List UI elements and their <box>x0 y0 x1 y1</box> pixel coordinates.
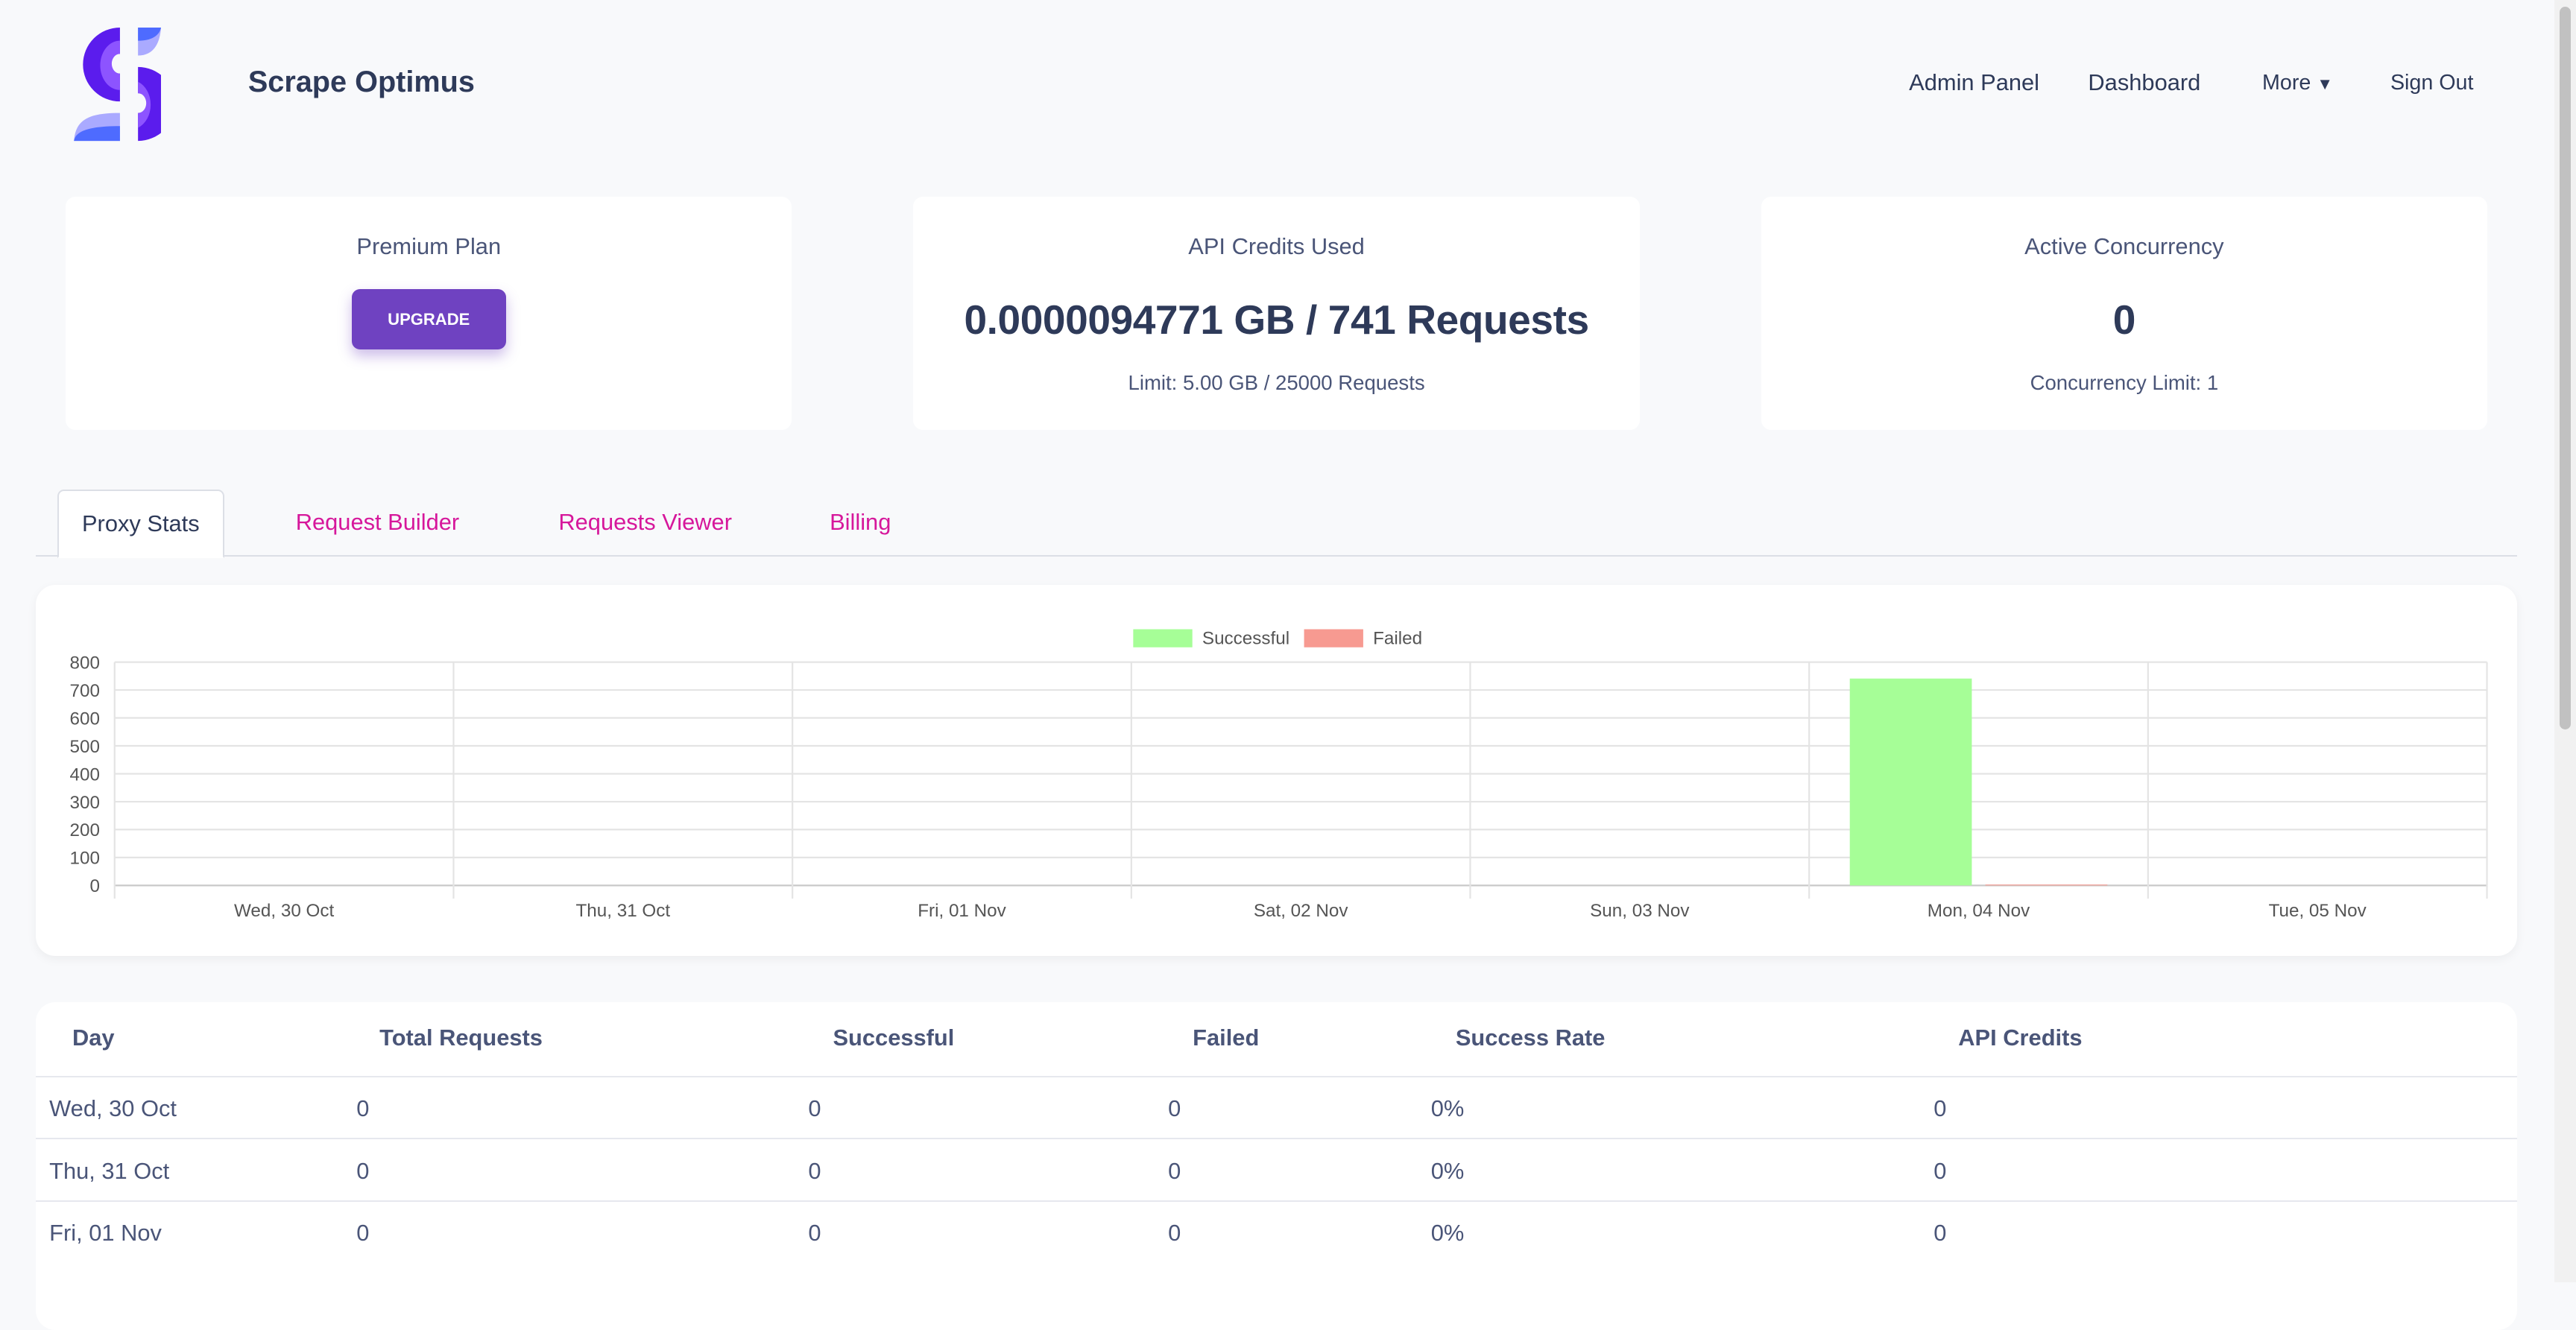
table-cell: 0 <box>356 1220 369 1247</box>
nav-sign-out[interactable]: Sign Out <box>2390 71 2473 95</box>
table-cell: 0 <box>808 1220 821 1247</box>
column-header: Day <box>72 1025 115 1051</box>
y-tick-label: 500 <box>70 736 100 756</box>
tab-billing[interactable]: Billing <box>830 490 891 555</box>
y-tick-label: 700 <box>70 681 100 701</box>
table-cell: 0 <box>1168 1095 1181 1122</box>
table-row: Thu, 31 Oct 0 0 0 0% 0 <box>36 1138 2516 1202</box>
table-cell: 0 <box>356 1095 369 1122</box>
chevron-down-icon: ▼ <box>2317 75 2333 93</box>
x-tick-label: Sun, 03 Nov <box>1591 901 1690 921</box>
column-header: Total Requests <box>379 1025 543 1051</box>
tab-proxy-stats[interactable]: Proxy Stats <box>57 490 224 558</box>
table-cell: 0 <box>1933 1095 1946 1122</box>
table-cell: 0 <box>1168 1220 1181 1247</box>
x-tick-label: Tue, 05 Nov <box>2269 901 2367 921</box>
y-tick-label: 400 <box>70 764 100 785</box>
proxy-stats-chart-card: 0 100 200 300 400 500 600 700 800 Wed, 30 Oct Thu,… <box>36 585 2516 956</box>
table-row: Wed, 30 Oct 0 0 0 0% 0 <box>36 1076 2516 1140</box>
table-cell: 0 <box>808 1158 821 1185</box>
nav-more-dropdown[interactable]: More ▼ <box>2262 71 2333 95</box>
proxy-stats-chart: 0 100 200 300 400 500 600 700 800 Wed, 30 Oct Thu,… <box>36 585 2516 956</box>
nav-admin-panel[interactable]: Admin Panel <box>1909 69 2039 96</box>
column-header: API Credits <box>1958 1025 2082 1051</box>
y-tick-label: 100 <box>70 848 100 868</box>
table-cell: 0% <box>1431 1095 1465 1122</box>
credits-title: API Credits Used <box>913 233 1639 260</box>
x-tick-label: Sat, 02 Nov <box>1254 901 1349 921</box>
legend-label: Failed <box>1374 628 1423 648</box>
scrollbar-thumb[interactable] <box>2560 7 2571 729</box>
logo-icon <box>72 28 161 141</box>
credits-value: 0.0000094771 GB / 741 Requests <box>913 296 1639 343</box>
legend-label: Successful <box>1202 628 1289 648</box>
table-cell: Fri, 01 Nov <box>49 1220 162 1247</box>
stats-table: Day Total Requests Successful Failed Success… <box>36 1002 2516 1330</box>
legend-swatch-successful <box>1134 629 1193 647</box>
scrollbar[interactable] <box>2554 0 2576 1282</box>
x-tick-label: Fri, 01 Nov <box>918 901 1007 921</box>
y-tick-label: 0 <box>90 876 100 896</box>
nav-more-label: More <box>2262 71 2311 95</box>
table-cell: 0% <box>1431 1220 1465 1247</box>
column-header: Success Rate <box>1456 1025 1606 1051</box>
tab-requests-viewer[interactable]: Requests Viewer <box>558 490 732 555</box>
credits-card: API Credits Used 0.0000094771 GB / 741 R… <box>913 197 1639 430</box>
table-cell: 0 <box>356 1158 369 1185</box>
credits-limit: Limit: 5.00 GB / 25000 Requests <box>913 371 1639 395</box>
bar-successful <box>1850 678 1972 885</box>
table-cell: Wed, 30 Oct <box>49 1095 177 1122</box>
upgrade-button[interactable]: UPGRADE <box>352 289 506 350</box>
nav-dashboard[interactable]: Dashboard <box>2088 69 2200 96</box>
column-header: Failed <box>1193 1025 1259 1051</box>
concurrency-card: Active Concurrency 0 Concurrency Limit: … <box>1761 197 2487 430</box>
x-tick-label: Wed, 30 Oct <box>234 901 335 921</box>
concurrency-value: 0 <box>1761 296 2487 343</box>
y-tick-label: 800 <box>70 653 100 673</box>
plan-title: Premium Plan <box>66 233 792 260</box>
table-cell: 0 <box>1933 1158 1946 1185</box>
column-header: Successful <box>833 1025 954 1051</box>
x-tick-label: Thu, 31 Oct <box>576 901 671 921</box>
tab-request-builder[interactable]: Request Builder <box>296 490 459 555</box>
table-cell: 0 <box>1168 1158 1181 1185</box>
table-cell: 0% <box>1431 1158 1465 1185</box>
bar-failed <box>1986 884 2108 885</box>
y-tick-label: 200 <box>70 820 100 840</box>
concurrency-limit: Concurrency Limit: 1 <box>1761 371 2487 395</box>
y-tick-label: 600 <box>70 709 100 729</box>
concurrency-title: Active Concurrency <box>1761 233 2487 260</box>
table-row: Fri, 01 Nov 0 0 0 0% 0 <box>36 1200 2516 1264</box>
table-cell: 0 <box>808 1095 821 1122</box>
x-tick-label: Mon, 04 Nov <box>1928 901 2030 921</box>
y-tick-label: 300 <box>70 792 100 812</box>
plan-card: Premium Plan UPGRADE <box>66 197 792 430</box>
table-cell: 0 <box>1933 1220 1946 1247</box>
table-cell: Thu, 31 Oct <box>49 1158 169 1185</box>
legend-swatch-failed <box>1304 629 1363 647</box>
app-name: Scrape Optimus <box>248 66 475 99</box>
tab-bar: Proxy Stats Request Builder Requests Vie… <box>36 490 2516 557</box>
